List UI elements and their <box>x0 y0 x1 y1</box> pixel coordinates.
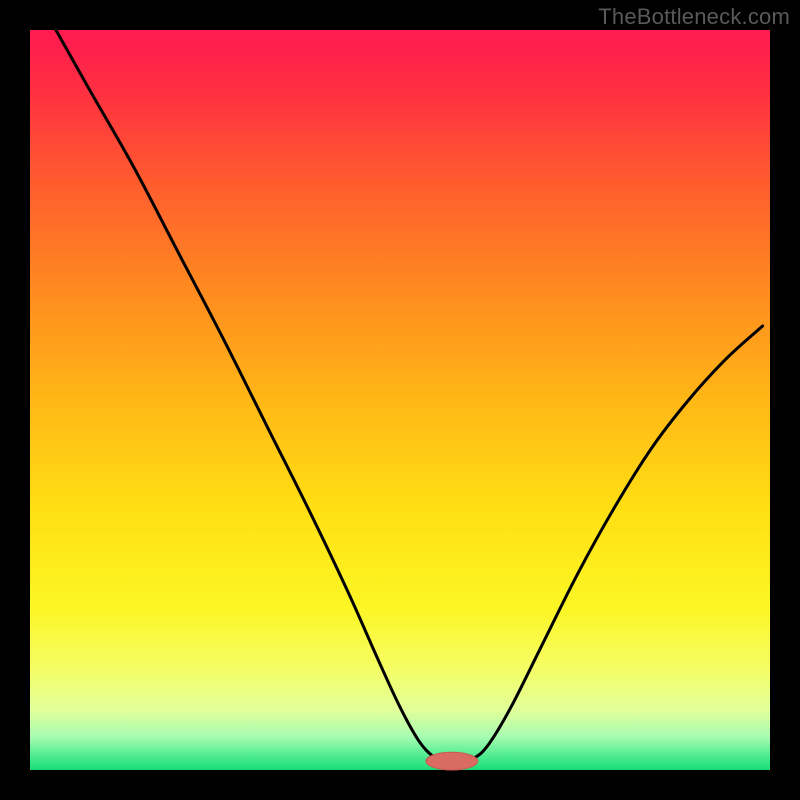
plot-gradient-area <box>30 30 770 770</box>
optimal-point-marker <box>426 752 478 770</box>
chart-canvas: TheBottleneck.com <box>0 0 800 800</box>
watermark-text: TheBottleneck.com <box>598 4 790 30</box>
bottleneck-chart-svg <box>0 0 800 800</box>
